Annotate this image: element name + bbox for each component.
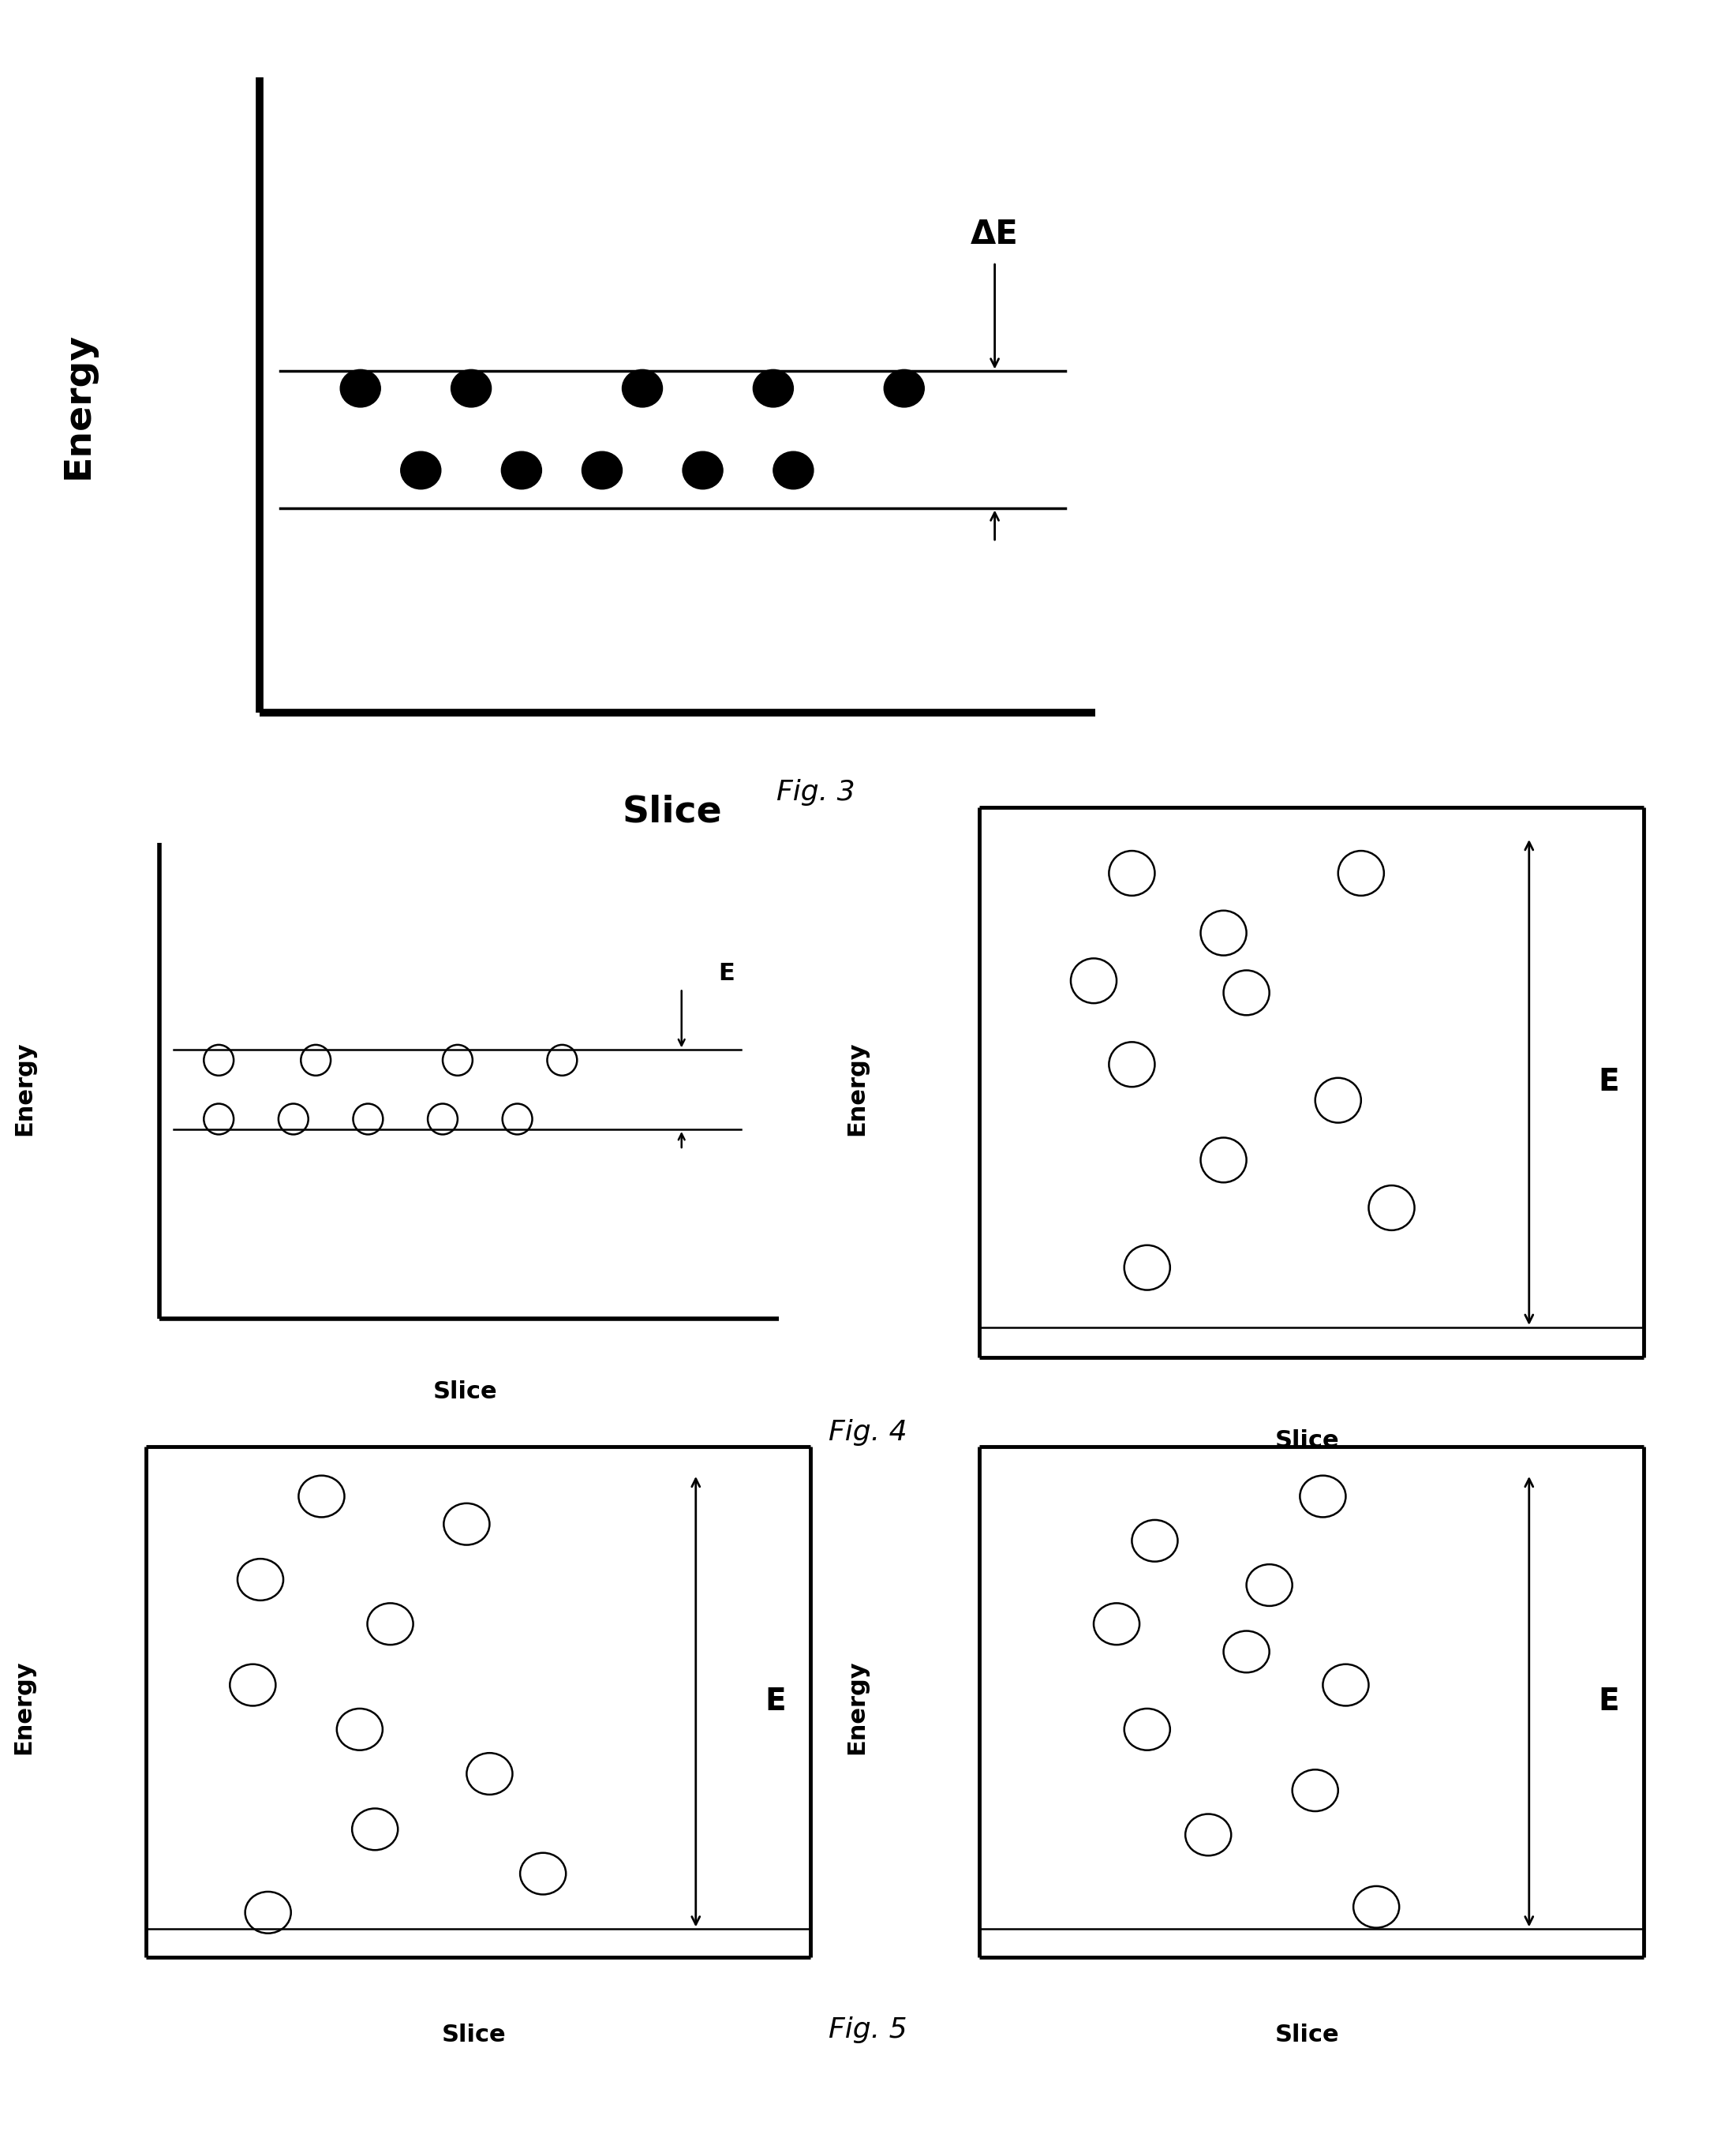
Text: E: E [764,1686,786,1716]
Ellipse shape [621,369,663,408]
Text: Slice: Slice [1276,2023,1340,2047]
Text: Energy: Energy [12,1660,35,1754]
Text: Slice: Slice [623,794,722,830]
Ellipse shape [340,369,380,408]
Ellipse shape [773,452,814,489]
Text: Fig. 4: Fig. 4 [828,1419,908,1447]
Text: Fig. 3: Fig. 3 [776,779,856,807]
Ellipse shape [502,452,542,489]
Text: ΔE: ΔE [970,218,1019,252]
Text: Energy: Energy [14,1041,36,1135]
Text: Slice: Slice [432,1381,496,1404]
Ellipse shape [884,369,924,408]
Ellipse shape [451,369,491,408]
Text: Slice: Slice [443,2023,507,2047]
Text: Energy: Energy [845,1041,868,1135]
Ellipse shape [682,452,722,489]
Text: E: E [1597,1067,1620,1097]
Ellipse shape [401,452,441,489]
Ellipse shape [753,369,793,408]
Text: Slice: Slice [1276,1430,1340,1451]
Text: Energy: Energy [61,333,95,478]
Text: Fig. 5: Fig. 5 [828,2017,908,2044]
Text: E: E [1597,1686,1620,1716]
Text: Energy: Energy [845,1660,868,1754]
Ellipse shape [582,452,621,489]
Text: E: E [719,962,734,984]
